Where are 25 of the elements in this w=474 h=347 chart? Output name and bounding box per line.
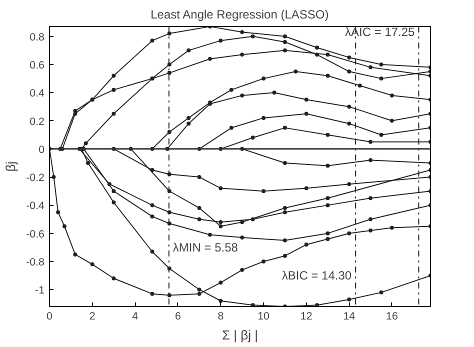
x-tick-label: 2: [89, 310, 96, 322]
y-tick-label: -1: [35, 284, 45, 297]
x-tick-label: 0: [46, 310, 53, 322]
x-tick-label: 6: [174, 310, 181, 322]
x-tick-label: 4: [132, 310, 138, 322]
y-tick-label: -0.2: [26, 172, 45, 184]
ref-line-label: λBIC = 14.30: [282, 268, 352, 283]
y-tick-label: 0.6: [30, 59, 45, 72]
y-tick-label: -0.6: [26, 228, 45, 240]
x-tick-label: 10: [258, 310, 270, 322]
x-axis-title: Σ | βj |: [222, 328, 258, 342]
y-tick-label: -0.8: [26, 256, 45, 268]
y-tick-label: 0: [38, 144, 45, 156]
chart-title: Least Angle Regression (LASSO): [150, 8, 329, 22]
y-tick-label: 0.8: [30, 31, 45, 44]
y-tick-label: 0.2: [30, 116, 45, 128]
x-tick-label: 8: [218, 310, 224, 322]
x-tick-label: 14: [343, 310, 356, 322]
x-tick-label: 12: [300, 310, 312, 322]
x-tick-label: 16: [386, 310, 398, 322]
ref-line-label: λMIN = 5.58: [172, 240, 238, 254]
y-tick-label: -0.4: [26, 200, 45, 212]
y-axis-title: βj: [3, 161, 18, 172]
y-tick-label: 0.4: [30, 88, 45, 100]
ref-line-label: λAIC = 17.25: [345, 25, 416, 40]
